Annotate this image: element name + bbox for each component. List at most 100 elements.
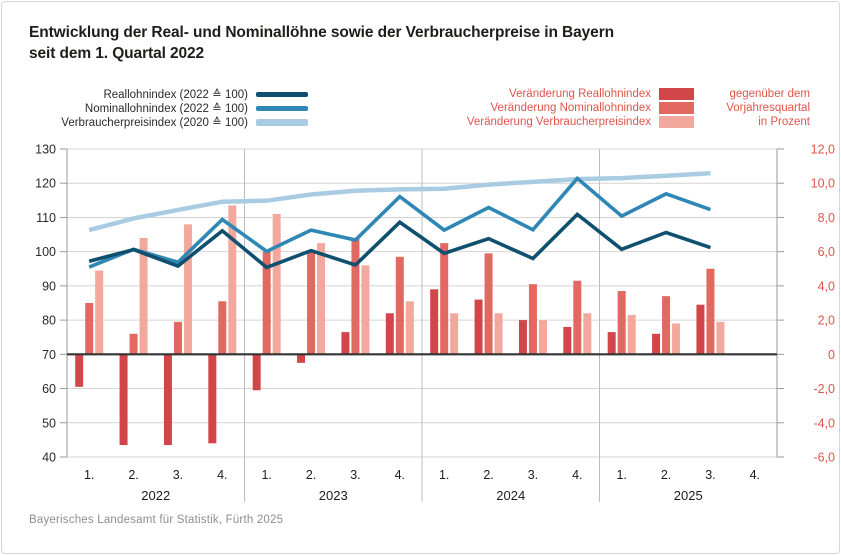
legend-item-veraenderung-reallohnindex: Veränderung Reallohnindex <box>354 87 694 100</box>
bar-1-q2 <box>173 321 182 355</box>
year-label: 2022 <box>141 488 170 503</box>
legend-note: gegenüber dem Vorjahresquartal in Prozen… <box>726 87 810 129</box>
legend-bars: Veränderung Reallohnindex Veränderung No… <box>354 87 694 129</box>
line-swatch-nominallohnindex <box>256 105 308 111</box>
bar-1-q6 <box>351 237 360 355</box>
bar-2-q3 <box>228 205 237 355</box>
bar-0-q11 <box>563 326 572 355</box>
quarter-label: 4. <box>572 468 582 482</box>
left-axis-label: 40 <box>42 451 56 465</box>
quarter-label: 1. <box>439 468 449 482</box>
left-axis-label: 50 <box>42 416 56 430</box>
bar-2-q10 <box>538 320 547 355</box>
left-axis-label: 60 <box>42 382 56 396</box>
bar-swatch-nominallohnindex <box>659 101 694 114</box>
quarter-label: 2. <box>483 468 493 482</box>
quarter-label: 3. <box>350 468 360 482</box>
bar-2-q0 <box>95 270 104 355</box>
quarter-label: 3. <box>705 468 715 482</box>
right-axis-label: 8,0 <box>818 211 835 225</box>
legend-label: Nominallohnindex (2022 ≙ 100) <box>84 103 248 115</box>
line-swatch-reallohnindex <box>256 91 308 97</box>
lines-group <box>88 171 712 270</box>
note-line-3: in Prozent <box>758 116 810 128</box>
quarter-label: 4. <box>217 468 227 482</box>
title-line-2: seit dem 1. Quartal 2022 <box>29 45 205 62</box>
quarter-label: 2. <box>661 468 671 482</box>
bar-0-q0 <box>75 354 84 387</box>
page-title: Entwicklung der Real- und Nominallöhne s… <box>29 22 789 64</box>
left-axis-label: 120 <box>35 177 56 191</box>
bar-0-q5 <box>297 354 306 363</box>
bars-group <box>75 205 725 446</box>
left-axis-label: 110 <box>36 211 56 225</box>
bar-2-q12 <box>627 314 636 355</box>
bar-2-q7 <box>405 301 414 355</box>
bar-0-q12 <box>607 332 616 355</box>
bar-1-q4 <box>262 251 271 355</box>
left-axis-label: 130 <box>35 143 56 157</box>
year-label: 2024 <box>496 488 525 503</box>
bar-swatch-reallohnindex <box>659 87 694 100</box>
bar-2-q4 <box>272 214 281 355</box>
title-line-1: Entwicklung der Real- und Nominallöhne s… <box>29 24 614 41</box>
note-line-1: gegenüber dem <box>729 88 810 100</box>
line-swatch-verbraucherpreisindex <box>256 118 308 126</box>
legend-item-nominallohnindex: Nominallohnindex (2022 ≙ 100) <box>2 101 308 115</box>
quarter-label: 2. <box>128 468 138 482</box>
bar-0-q4 <box>252 354 261 391</box>
left-axis-label: 90 <box>42 279 56 293</box>
left-axis-label: 80 <box>42 314 56 328</box>
line-series-0 <box>88 211 712 270</box>
bar-2-q2 <box>183 224 192 355</box>
right-axis-label: -6,0 <box>813 451 835 465</box>
legend-item-veraenderung-verbraucherpreisindex: Veränderung Verbraucherpreisindex <box>354 115 694 128</box>
bar-swatch-verbraucherpreisindex <box>659 115 694 128</box>
bar-1-q8 <box>440 243 449 355</box>
bar-2-q6 <box>361 265 370 355</box>
year-label: 2023 <box>319 488 348 503</box>
legend-item-reallohnindex: Reallohnindex (2022 ≙ 100) <box>2 87 308 101</box>
bar-1-q1 <box>129 333 138 355</box>
source-note: Bayerisches Landesamt für Statistik, Für… <box>29 514 284 526</box>
bar-2-q14 <box>716 321 725 355</box>
bar-0-q8 <box>430 289 439 355</box>
bar-0-q7 <box>385 313 394 355</box>
right-axis-label: 4,0 <box>818 279 835 293</box>
line-series-2 <box>88 171 711 233</box>
legend-label: Veränderung Reallohnindex <box>509 87 651 100</box>
year-label: 2025 <box>674 488 703 503</box>
legend-lines: Reallohnindex (2022 ≙ 100) Nominallohnin… <box>2 87 308 129</box>
bar-1-q13 <box>662 296 671 355</box>
bar-0-q6 <box>341 332 350 355</box>
bar-0-q10 <box>518 320 527 355</box>
bar-0-q14 <box>696 304 705 355</box>
quarter-label: 3. <box>173 468 183 482</box>
bar-1-q12 <box>617 291 626 355</box>
legend-item-verbraucherpreisindex: Verbraucherpreisindex (2020 ≙ 100) <box>2 115 308 129</box>
right-axis-label: 12,0 <box>811 143 835 157</box>
quarter-label: 1. <box>84 468 94 482</box>
chart-area: 130 12,0 120 10,0 110 8,0 100 6,0 90 4,0 80 2,0 70 0 6… <box>2 142 839 517</box>
bar-2-q1 <box>139 237 148 355</box>
legend-item-veraenderung-nominallohnindex: Veränderung Nominallohnindex <box>354 101 694 114</box>
bar-2-q11 <box>583 313 592 355</box>
left-axis-label: 70 <box>42 348 56 362</box>
bar-1-q10 <box>528 284 537 355</box>
legend-label: Veränderung Verbraucherpreisindex <box>466 115 651 128</box>
bar-2-q9 <box>494 313 503 355</box>
bar-1-q3 <box>218 301 227 355</box>
bar-2-q8 <box>450 313 459 355</box>
bar-1-q0 <box>85 303 94 355</box>
bar-1-q5 <box>307 249 316 355</box>
bar-0-q9 <box>474 299 483 355</box>
left-axis-label: 100 <box>35 245 56 259</box>
quarter-label: 4. <box>395 468 405 482</box>
right-axis-label: 10,0 <box>811 177 835 191</box>
legend-label: Reallohnindex (2022 ≙ 100) <box>103 89 248 101</box>
bar-2-q13 <box>672 323 681 355</box>
bar-1-q7 <box>395 256 404 355</box>
quarter-label: 3. <box>528 468 538 482</box>
quarter-label: 1. <box>616 468 626 482</box>
